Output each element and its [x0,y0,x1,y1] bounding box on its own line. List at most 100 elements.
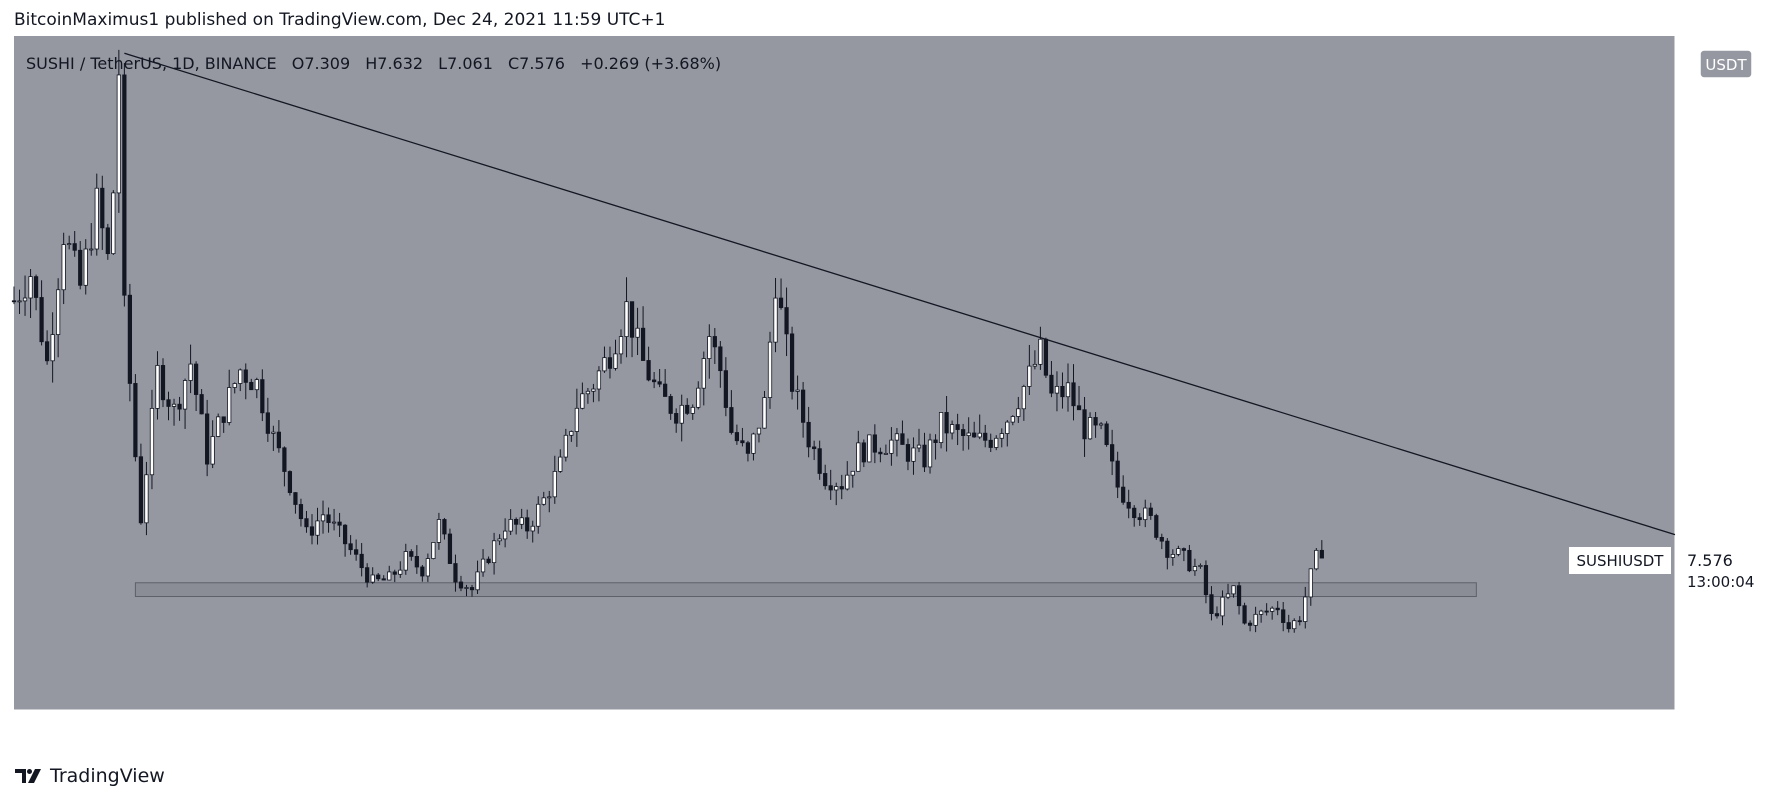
candle-body [67,243,72,246]
candle-body [640,327,646,361]
candle-body [569,431,574,436]
candle-body [618,336,624,355]
legend-line: SUSHI / TetherUS, 1D, BINANCE O7.309 H7.… [26,54,721,73]
candle-body [83,248,88,286]
candle-body [1192,566,1198,572]
price-tick-label: 18.000 [1701,182,1757,201]
candle-body [1038,338,1043,365]
candle-body [276,431,281,449]
candle-body [22,297,28,302]
candle-body [166,399,171,407]
candle-body [469,587,475,591]
candle-body [889,439,894,454]
candle-body [1016,408,1021,417]
candle-body [1060,385,1065,398]
time-tick-label: Jul [340,722,360,741]
candle-body [795,389,800,392]
candle-body [370,574,375,583]
candle-body [646,360,651,381]
candle-body [602,357,607,372]
candle-body [33,276,39,298]
candle-body [905,444,911,462]
last-price-tag [1675,545,1763,593]
candle-body [525,517,530,532]
candle-body [983,432,988,441]
time-axis[interactable]: ay Jun Jul Aug Sep Oct Nov Dec 2022 Feb [14,722,1551,741]
candle-body [591,388,596,392]
time-tick-label: 2022 [1346,722,1387,741]
legend-high: H7.632 [365,54,423,73]
candle-body [1242,605,1247,624]
candle-body [856,442,861,472]
candle-body [1253,613,1258,626]
tradingview-brand[interactable]: TradingView [14,765,165,787]
candle-body [1143,507,1148,521]
candle-body [497,538,502,542]
candle-body [298,504,304,520]
candle-body [28,276,33,299]
candle-body [806,421,811,448]
candle-body [403,551,408,571]
candle-body [812,446,817,450]
candle-body [519,517,524,525]
candle-body [1198,565,1203,567]
candle-body [541,497,546,505]
candle-body [425,558,430,577]
candle-body [199,394,204,415]
candle-body [249,381,254,391]
bar-countdown-label: 13:00:04 [1687,573,1754,591]
candle-body [1054,385,1060,394]
candle-body [1082,409,1087,440]
candle-body [508,518,513,532]
candle-body [11,300,17,303]
candle-body [116,74,121,194]
candle-body [320,514,326,522]
price-axis[interactable]: 4.000 6.000 8.000 10.000 12.000 14.000 16.000 1… [1701,113,1757,682]
candle-body [1220,596,1225,617]
candle-body [342,524,348,545]
candle-body [56,289,61,335]
candle-body [293,492,298,505]
candle-body [552,471,557,498]
candle-body [734,432,740,442]
candle-body [624,301,629,338]
candle-body [480,558,486,573]
candle-body [547,496,552,499]
candle-body [61,244,66,291]
candle-body [773,297,778,343]
candle-body [751,433,756,454]
candle-body [629,301,635,338]
candle-body [304,518,309,528]
candle-body [188,363,193,381]
candle-body [1292,620,1297,630]
candle-body [243,369,248,383]
candle-body [530,525,535,532]
candle-body [789,333,795,392]
legend-open: O7.309 [292,54,350,73]
candle-body [282,447,287,472]
candle-body [867,434,872,463]
candle-body [729,407,734,433]
candle-body [778,297,784,308]
candle-body [447,533,453,564]
time-tick-label: Sep [678,722,708,741]
candle-body [801,389,806,423]
currency-badge-label: USDT [1705,56,1747,74]
candle-body [1303,596,1308,622]
currency-badge[interactable] [1699,49,1753,79]
candle-body [1049,374,1054,394]
candle-body [563,434,568,458]
last-price-label: 7.576 [1687,551,1733,570]
candle-body [1010,416,1015,423]
candle-body [1275,607,1280,611]
candle-body [254,379,259,391]
candle-body [1214,613,1220,617]
publisher-line: BitcoinMaximus1 published on TradingView… [14,10,666,30]
plot-area[interactable] [14,36,1675,710]
tradingview-logo-icon [15,769,41,783]
price-tick-label: 20.000 [1701,113,1757,132]
candle-body [927,439,933,468]
candle-body [1308,568,1313,598]
candle-body [1264,610,1269,613]
